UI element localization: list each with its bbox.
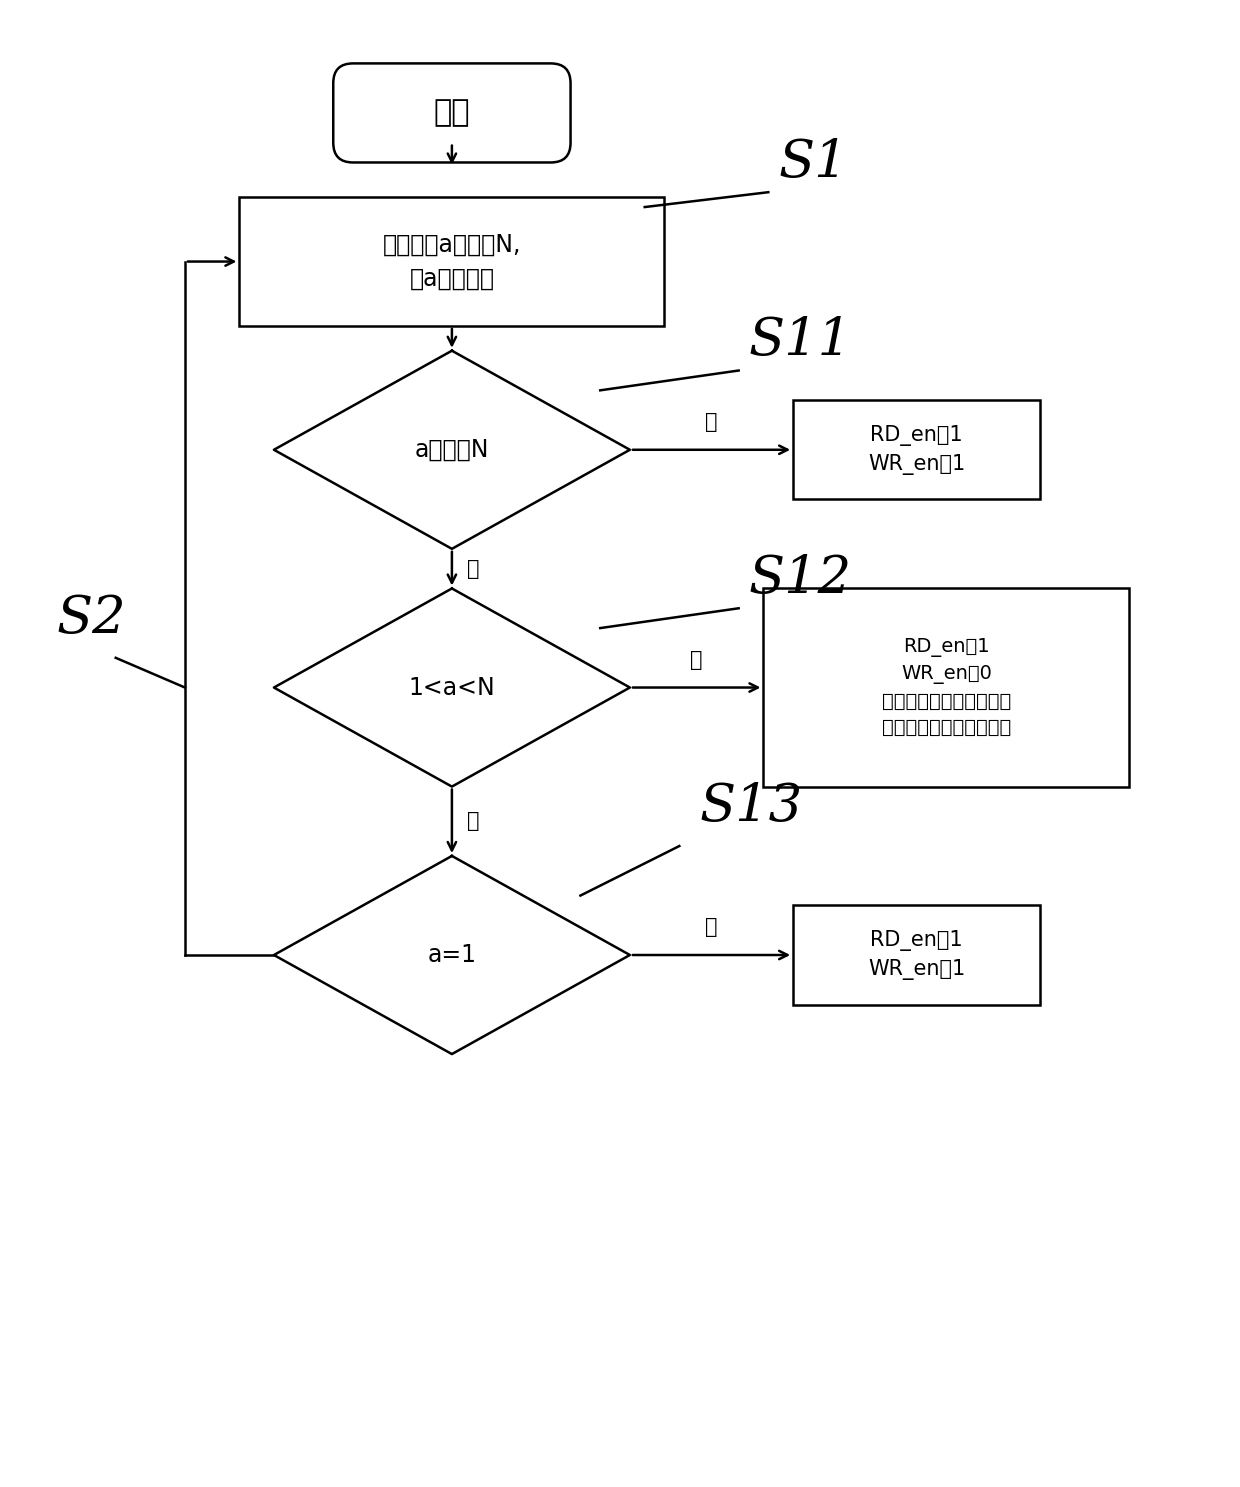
- Text: S11: S11: [749, 315, 852, 366]
- Text: RD_en置1
WR_en置1: RD_en置1 WR_en置1: [868, 425, 965, 474]
- Bar: [239, 198, 665, 326]
- Polygon shape: [274, 857, 630, 1054]
- Text: S12: S12: [749, 553, 852, 604]
- Text: 是: 是: [706, 917, 718, 937]
- Text: 开始: 开始: [434, 98, 470, 128]
- Text: S1: S1: [779, 137, 848, 187]
- Text: 否: 否: [466, 559, 479, 578]
- Bar: [794, 906, 1040, 1005]
- Polygon shape: [274, 351, 630, 549]
- Text: a是否为N: a是否为N: [414, 437, 489, 462]
- Polygon shape: [274, 589, 630, 787]
- Text: 1<a<N: 1<a<N: [408, 675, 495, 699]
- Text: 是: 是: [706, 412, 718, 431]
- Text: 将信号量a赋值为N,
对a进行自减: 将信号量a赋值为N, 对a进行自减: [383, 233, 521, 290]
- FancyBboxPatch shape: [334, 64, 570, 162]
- Text: RD_en置1
WR_en置1: RD_en置1 WR_en置1: [868, 929, 965, 980]
- Bar: [794, 400, 1040, 500]
- Text: a=1: a=1: [428, 943, 476, 967]
- Bar: [764, 589, 1130, 787]
- Text: S2: S2: [56, 593, 126, 644]
- Text: RD_en置1
WR_en置0
将数据与上一个数据作比
较，取其最大值与最小值: RD_en置1 WR_en置0 将数据与上一个数据作比 较，取其最大值与最小值: [882, 638, 1011, 738]
- Text: S13: S13: [699, 781, 802, 831]
- Text: 否: 否: [466, 812, 479, 831]
- Text: 是: 是: [691, 650, 703, 669]
